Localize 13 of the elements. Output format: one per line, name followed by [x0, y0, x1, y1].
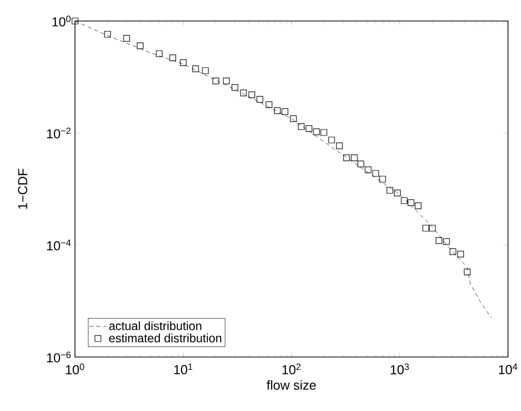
- y-axis-title: 1−CDF: [18, 168, 28, 209]
- x-tick-label: 10$^{3}$: [390, 364, 409, 374]
- legend-label: actual distribution: [109, 321, 202, 330]
- x-tick-label: 10$^{2}$: [282, 364, 301, 374]
- y-tick-label: 10$^{−2}$: [47, 128, 71, 138]
- y-tick-label: 10$^{0}$: [52, 16, 71, 26]
- x-tick-label: 10$^{1}$: [174, 364, 192, 374]
- y-tick-label: 10$^{−4}$: [47, 240, 71, 250]
- x-tick-label: 10$^{4}$: [498, 364, 518, 374]
- x-axis-title: flow size: [266, 380, 316, 390]
- y-tick-label: 10$^{−6}$: [47, 352, 71, 362]
- x-tick-label: 10$^{0}$: [66, 364, 84, 374]
- legend-label: estimated distribution: [109, 334, 222, 342]
